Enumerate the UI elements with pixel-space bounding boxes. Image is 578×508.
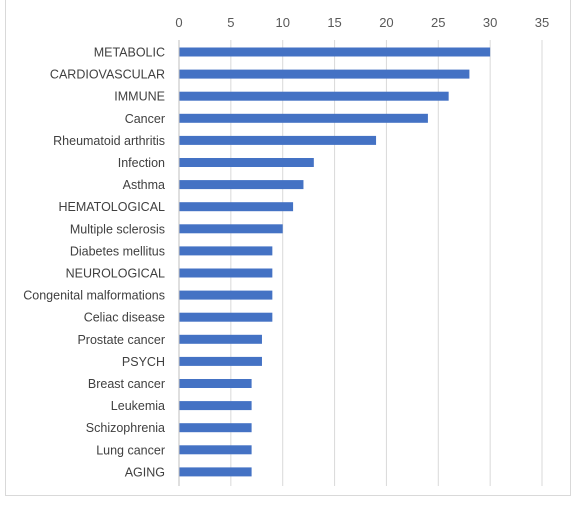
x-tick-label: 20 <box>379 15 393 30</box>
bar <box>179 135 377 145</box>
x-tick-label: 25 <box>431 15 445 30</box>
category-label: Leukemia <box>111 399 165 413</box>
category-label: Multiple sclerosis <box>70 222 165 236</box>
bar <box>179 47 491 57</box>
chart-frame <box>5 0 571 496</box>
category-label: Breast cancer <box>88 377 165 391</box>
category-label: METABOLIC <box>94 46 165 60</box>
category-label: Diabetes mellitus <box>70 244 165 258</box>
bar <box>179 379 252 388</box>
category-label: AGING <box>125 465 165 479</box>
bar <box>179 180 304 190</box>
x-tick-label: 0 <box>175 15 182 30</box>
x-tick-label: 35 <box>535 15 549 30</box>
x-tick-label: 10 <box>275 15 289 30</box>
category-label: Asthma <box>123 178 165 192</box>
category-label: Cancer <box>125 112 165 126</box>
bar <box>179 445 252 455</box>
category-label: Schizophrenia <box>86 421 165 435</box>
category-label: Infection <box>118 156 165 170</box>
bar <box>179 467 252 477</box>
category-label: Prostate cancer <box>77 333 165 347</box>
bar <box>179 334 262 344</box>
category-label: IMMUNE <box>114 90 165 104</box>
x-tick-label: 5 <box>227 15 234 30</box>
bar <box>179 401 252 411</box>
category-label: Celiac disease <box>84 311 165 325</box>
bar <box>179 69 470 79</box>
category-label: Congenital malformations <box>23 289 165 303</box>
category-label: NEUROLOGICAL <box>66 267 165 281</box>
category-label: Lung cancer <box>96 443 165 457</box>
category-label: HEMATOLOGICAL <box>58 200 165 214</box>
x-axis-ticks: 0 5 10 15 20 25 30 35 <box>175 15 549 30</box>
x-tick-label: 30 <box>483 15 497 30</box>
bar <box>179 423 252 433</box>
bar <box>179 91 449 101</box>
bar <box>179 356 262 366</box>
bars <box>179 47 491 477</box>
bar <box>179 113 428 123</box>
category-label: Rheumatoid arthritis <box>53 134 165 148</box>
category-labels: METABOLIC CARDIOVASCULAR IMMUNE Cancer Rheum… <box>23 46 165 480</box>
bar <box>179 268 273 278</box>
bar <box>179 202 294 212</box>
category-label: CARDIOVASCULAR <box>50 68 165 82</box>
category-label: PSYCH <box>122 355 165 369</box>
x-tick-label: 15 <box>327 15 341 30</box>
gridlines <box>230 40 543 486</box>
bar <box>179 290 273 300</box>
bar <box>179 246 273 256</box>
bar <box>179 224 283 234</box>
bar <box>179 158 314 167</box>
bar <box>179 312 273 322</box>
